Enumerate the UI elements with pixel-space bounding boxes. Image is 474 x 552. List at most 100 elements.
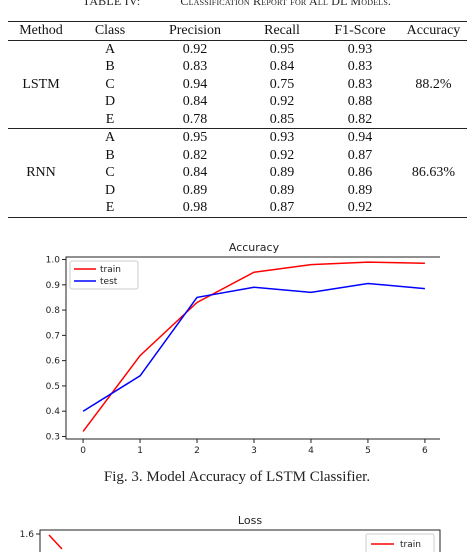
class-cell: E bbox=[105, 111, 115, 127]
f1-cell: 0.83 bbox=[347, 59, 373, 75]
table-group-lstm: LSTM A 0.92 0.95 0.93 88.2% B 0.83 0.84 … bbox=[8, 40, 467, 129]
x-axis: 0 1 2 3 4 5 6 bbox=[80, 439, 428, 456]
table-row: B 0.82 0.92 0.87 bbox=[8, 147, 467, 165]
f1-cell: 0.87 bbox=[347, 147, 373, 163]
legend-label-train: train bbox=[100, 265, 121, 275]
accuracy-cell: 86.63% bbox=[411, 165, 456, 181]
header-method: Method bbox=[19, 23, 63, 39]
precision-cell: 0.95 bbox=[182, 130, 208, 146]
series-line-train bbox=[82, 261, 425, 432]
table-row: E 0.78 0.85 0.82 bbox=[8, 111, 467, 129]
f1-cell: 0.93 bbox=[347, 41, 373, 57]
table-caption: TABLE IV: Classification Report for All D… bbox=[0, 0, 474, 9]
class-cell: A bbox=[104, 41, 116, 57]
f1-cell: 0.92 bbox=[347, 200, 373, 216]
class-cell: E bbox=[105, 200, 115, 216]
precision-cell: 0.82 bbox=[182, 147, 208, 163]
recall-cell: 0.95 bbox=[269, 41, 295, 57]
f1-cell: 0.89 bbox=[347, 182, 373, 198]
series-lines bbox=[82, 261, 425, 432]
x-tick-label: 4 bbox=[308, 446, 314, 456]
table-caption-text: Classification Report for All DL Models. bbox=[180, 0, 392, 8]
table-group-rnn: RNN A 0.95 0.93 0.94 86.63% B 0.82 0.92 … bbox=[8, 129, 467, 217]
classification-report-table: Method Class Precision Recall F1-Score A… bbox=[8, 21, 467, 218]
recall-cell: 0.75 bbox=[269, 76, 295, 92]
series-line-train bbox=[48, 534, 63, 550]
legend-box bbox=[365, 533, 435, 552]
y-tick-label: 1.0 bbox=[46, 256, 61, 266]
x-tick-label: 5 bbox=[365, 446, 371, 456]
f1-cell: 0.88 bbox=[347, 94, 373, 110]
recall-cell: 0.92 bbox=[269, 147, 295, 163]
precision-cell: 0.92 bbox=[182, 41, 208, 57]
y-tick-label: 0.9 bbox=[46, 281, 61, 291]
header-recall: Recall bbox=[264, 23, 300, 39]
class-cell: B bbox=[105, 59, 115, 75]
recall-cell: 0.87 bbox=[269, 200, 295, 216]
class-cell: B bbox=[105, 147, 115, 163]
table-row: E 0.98 0.87 0.92 bbox=[8, 199, 467, 217]
y-axis: 0.3 0.4 0.5 0.6 0.7 0.8 0.9 1.0 bbox=[46, 256, 66, 442]
table-caption-number: TABLE IV: bbox=[82, 0, 141, 8]
header-class: Class bbox=[94, 23, 126, 39]
table-row: RNN A 0.95 0.93 0.94 86.63% bbox=[8, 129, 467, 180]
figure-caption: Fig. 3. Model Accuracy of LSTM Classifie… bbox=[103, 469, 371, 485]
class-cell: C bbox=[105, 165, 115, 181]
recall-cell: 0.84 bbox=[269, 59, 295, 75]
header-precision: Precision bbox=[168, 23, 222, 39]
x-tick-label: 6 bbox=[422, 446, 428, 456]
precision-cell: 0.94 bbox=[182, 76, 208, 92]
chart-title: Accuracy bbox=[229, 241, 280, 254]
accuracy-cell: 88.2% bbox=[415, 76, 452, 92]
header-accuracy: Accuracy bbox=[406, 23, 461, 39]
y-tick-label: 0.4 bbox=[46, 407, 61, 417]
precision-cell: 0.98 bbox=[182, 200, 208, 216]
legend-box bbox=[69, 260, 139, 290]
x-tick-label: 0 bbox=[80, 446, 86, 456]
x-tick-label: 2 bbox=[194, 446, 200, 456]
f1-cell: 0.82 bbox=[347, 111, 373, 127]
precision-cell: 0.83 bbox=[182, 59, 208, 75]
method-cell: RNN bbox=[26, 165, 56, 181]
legend-label-test: test bbox=[100, 277, 118, 287]
f1-cell: 0.86 bbox=[347, 165, 373, 181]
x-tick-label: 1 bbox=[137, 446, 143, 456]
x-tick-label: 3 bbox=[251, 446, 257, 456]
method-cell: LSTM bbox=[22, 76, 60, 92]
class-cell: D bbox=[104, 94, 116, 110]
recall-cell: 0.89 bbox=[269, 165, 295, 181]
class-cell: A bbox=[104, 130, 116, 146]
table-row: LSTM A 0.92 0.95 0.93 88.2% bbox=[8, 40, 467, 92]
accuracy-chart: Accuracy 0.3 0.4 0.5 0.6 0.7 0.8 0.9 1.0 0 1 2 3 4 5… bbox=[46, 241, 440, 456]
recall-cell: 0.93 bbox=[269, 130, 295, 146]
y-tick-label: 0.6 bbox=[46, 357, 61, 367]
y-tick-label: 0.5 bbox=[46, 382, 60, 392]
precision-cell: 0.84 bbox=[182, 165, 208, 181]
y-tick-label: 0.7 bbox=[46, 331, 60, 341]
plot-area-frame bbox=[39, 529, 441, 552]
chart-legend: train test bbox=[69, 260, 139, 290]
precision-cell: 0.78 bbox=[182, 111, 208, 127]
recall-cell: 0.85 bbox=[269, 111, 295, 127]
precision-cell: 0.84 bbox=[182, 94, 208, 110]
loss-chart: Loss 1.6 train bbox=[20, 514, 441, 552]
legend-label-train: train bbox=[400, 540, 421, 550]
class-cell: C bbox=[105, 76, 115, 92]
class-cell: D bbox=[104, 182, 116, 198]
f1-cell: 0.94 bbox=[347, 130, 373, 146]
y-tick-label: 0.3 bbox=[46, 432, 60, 442]
table-row: D 0.84 0.92 0.88 bbox=[8, 93, 467, 111]
table-row: C 0.84 0.89 0.86 bbox=[8, 164, 467, 182]
table-row: D 0.89 0.89 0.89 bbox=[8, 182, 467, 200]
y-tick-label: 0.8 bbox=[46, 306, 61, 316]
f1-cell: 0.83 bbox=[347, 76, 373, 92]
table-row: B 0.83 0.84 0.83 bbox=[8, 58, 467, 76]
recall-cell: 0.92 bbox=[269, 94, 295, 110]
header-f1-score: F1-Score bbox=[334, 23, 386, 39]
recall-cell: 0.89 bbox=[269, 182, 295, 198]
series-line-test bbox=[82, 282, 425, 412]
y-tick-label: 1.6 bbox=[20, 530, 35, 540]
table-row: C 0.94 0.75 0.83 bbox=[8, 76, 467, 94]
precision-cell: 0.89 bbox=[182, 182, 208, 198]
chart-title: Loss bbox=[238, 514, 262, 527]
